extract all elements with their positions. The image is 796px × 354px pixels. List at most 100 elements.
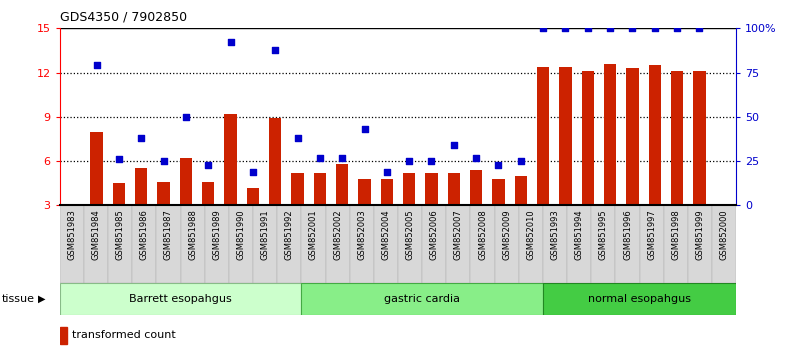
Bar [591,205,615,283]
Bar [693,71,705,205]
Text: GSM851987: GSM851987 [164,209,173,260]
Bar [205,205,229,283]
Text: GSM851990: GSM851990 [236,209,245,260]
Bar [470,170,482,205]
Text: GSM851986: GSM851986 [140,209,149,260]
Bar [615,205,640,283]
Point [336,155,349,160]
Bar [403,173,416,205]
Point [269,47,282,52]
Point [492,162,505,167]
Point [671,25,684,31]
Bar [447,173,460,205]
Bar [664,205,688,283]
Text: GSM852007: GSM852007 [454,209,463,260]
Bar [84,205,108,283]
Bar [712,205,736,283]
Text: ▶: ▶ [38,294,45,304]
Bar [640,205,664,283]
Bar [560,67,572,205]
Bar [60,283,302,315]
Bar [582,71,594,205]
Point [180,114,193,120]
Point [157,158,170,164]
Text: GSM851998: GSM851998 [671,209,681,260]
Bar [158,182,170,205]
Point [380,169,393,175]
Bar [60,327,67,344]
Bar [180,158,192,205]
Text: GDS4350 / 7902850: GDS4350 / 7902850 [60,11,187,24]
Point [135,135,147,141]
Text: GSM852008: GSM852008 [478,209,487,260]
Bar [543,283,736,315]
Bar [349,205,374,283]
Bar [302,283,543,315]
Bar [567,205,591,283]
Bar [277,205,302,283]
Bar [253,205,277,283]
Point [470,155,482,160]
Point [603,25,616,31]
Text: GSM851993: GSM851993 [551,209,560,260]
Text: gastric cardia: gastric cardia [384,294,460,304]
Text: GSM852002: GSM852002 [333,209,342,260]
Bar [543,205,567,283]
Text: GSM851985: GSM851985 [115,209,125,260]
Point [112,156,125,162]
Bar [425,173,438,205]
Bar [537,67,549,205]
Bar [224,114,236,205]
Bar [494,205,519,283]
Bar [291,173,303,205]
Text: GSM851999: GSM851999 [696,209,704,260]
Bar [626,68,638,205]
Text: GSM851984: GSM851984 [92,209,100,260]
Point [447,142,460,148]
Text: GSM852005: GSM852005 [406,209,415,260]
Point [514,158,527,164]
Bar [202,182,214,205]
Point [291,135,304,141]
Bar [519,205,543,283]
Text: GSM851989: GSM851989 [213,209,221,260]
Point [559,25,572,31]
Bar [649,65,661,205]
Text: GSM851991: GSM851991 [260,209,270,260]
Bar [181,205,205,283]
Bar [374,205,398,283]
Bar [358,179,371,205]
Point [224,40,237,45]
Text: GSM851996: GSM851996 [623,209,632,260]
Text: GSM851988: GSM851988 [188,209,197,260]
Bar [302,205,326,283]
Bar [91,132,103,205]
Bar [108,205,132,283]
Text: GSM852010: GSM852010 [526,209,536,260]
Bar [688,205,712,283]
Bar [229,205,253,283]
Bar [336,164,349,205]
Text: GSM852000: GSM852000 [720,209,728,260]
Bar [247,188,259,205]
Bar [314,173,326,205]
Point [626,25,639,31]
Bar [493,179,505,205]
Text: GSM851983: GSM851983 [68,209,76,260]
Text: GSM851992: GSM851992 [285,209,294,260]
Text: GSM851994: GSM851994 [575,209,583,260]
Bar [135,169,147,205]
Text: GSM852001: GSM852001 [309,209,318,260]
Bar [269,118,281,205]
Text: GSM852009: GSM852009 [502,209,511,260]
Bar [60,205,84,283]
Point [314,155,326,160]
Bar [671,71,683,205]
Bar [113,183,125,205]
Text: GSM852004: GSM852004 [381,209,390,260]
Text: GSM852003: GSM852003 [357,209,366,260]
Point [425,158,438,164]
Text: GSM851995: GSM851995 [599,209,608,260]
Bar [422,205,447,283]
Bar [398,205,422,283]
